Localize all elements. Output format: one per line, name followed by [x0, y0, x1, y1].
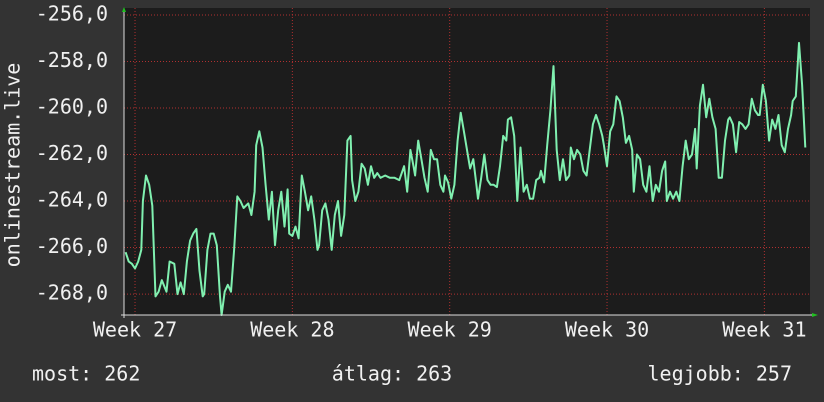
- footer-stat: legjobb: 257: [648, 362, 793, 386]
- x-tick-label: Week 30: [565, 318, 649, 342]
- y-tick-label: -262,0: [36, 141, 108, 165]
- y-tick-label: -266,0: [36, 234, 108, 258]
- axis-arrow: [122, 7, 126, 12]
- y-tick-label: -256,0: [36, 1, 108, 25]
- y-axis-label: onlinestream.live: [1, 63, 25, 268]
- plot-area: [124, 8, 810, 315]
- x-tick-label: Week 29: [408, 318, 492, 342]
- x-tick-label: Week 31: [722, 318, 806, 342]
- marks: [124, 41, 807, 316]
- y-tick-label: -258,0: [36, 48, 108, 72]
- data-line: [124, 41, 807, 316]
- x-tick-label: Week 28: [250, 318, 334, 342]
- x-tick-label: Week 27: [93, 318, 177, 342]
- y-tick-label: -260,0: [36, 95, 108, 119]
- footer-stat: most: 262: [32, 362, 140, 386]
- footer-stat: átlag: 263: [332, 362, 452, 386]
- y-tick-label: -264,0: [36, 188, 108, 212]
- axis-arrow: [812, 313, 818, 317]
- y-tick-label: -268,0: [36, 281, 108, 305]
